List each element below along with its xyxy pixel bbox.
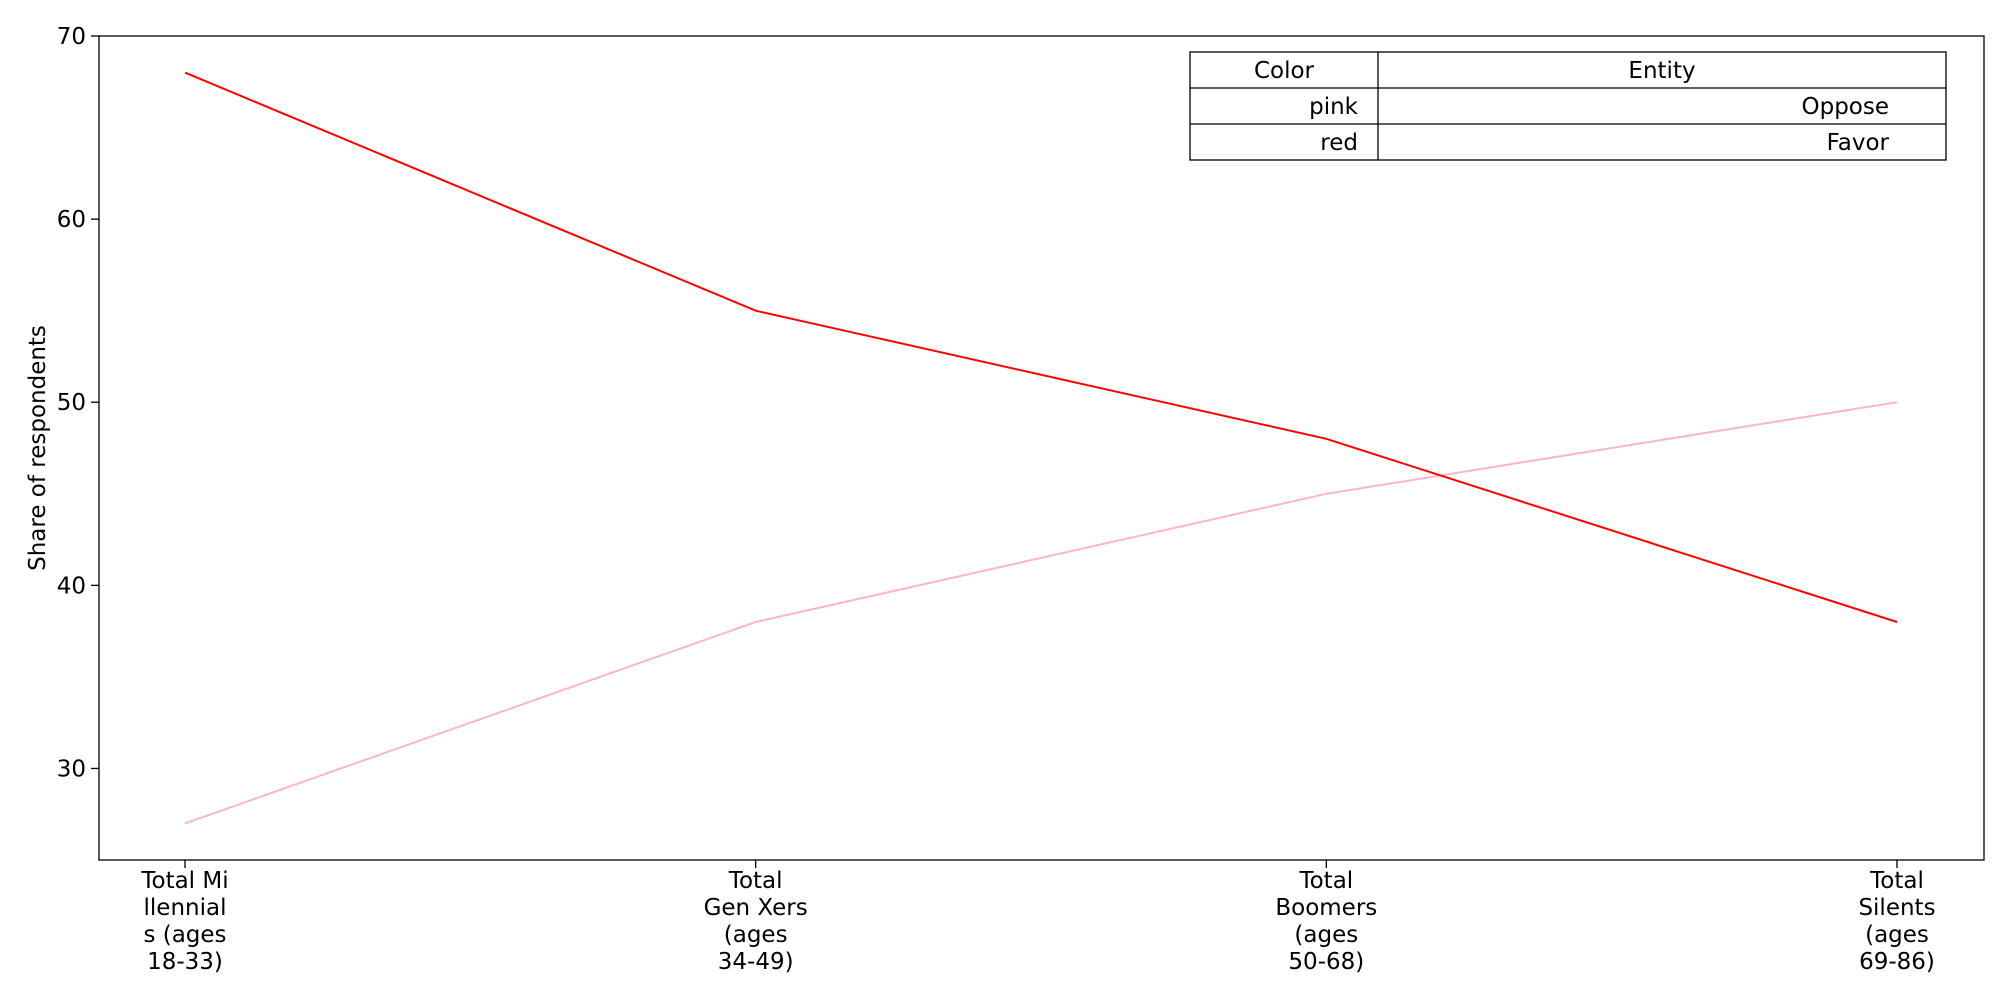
series-line-favor xyxy=(184,71,1898,623)
series-line-oppose xyxy=(184,401,1898,825)
x-tick-label-line: (ages xyxy=(724,922,788,948)
legend-color-cell: pink xyxy=(1309,94,1359,120)
x-tick-label-line: Total Mi xyxy=(140,868,228,894)
y-tick-label: 70 xyxy=(57,24,86,50)
legend-header-color: Color xyxy=(1254,58,1315,84)
y-tick-label: 50 xyxy=(57,390,86,416)
legend-table: Color Entity pink Oppose red Favor xyxy=(1189,51,1947,161)
y-tick-label: 30 xyxy=(57,756,86,782)
x-tick-label-line: 69-86) xyxy=(1859,949,1935,975)
x-tick-label-line: Total xyxy=(728,868,783,894)
legend-entity-cell: Oppose xyxy=(1801,94,1889,120)
legend-frame xyxy=(1189,51,1947,161)
x-tick-label-line: Gen Xers xyxy=(704,895,808,921)
x-tick-label-line: (ages xyxy=(1294,922,1358,948)
legend-color-cell: red xyxy=(1320,130,1358,156)
x-tick-label-line: 18-33) xyxy=(147,949,223,975)
series-layer xyxy=(184,71,1898,825)
plot-area-frame xyxy=(98,35,1985,861)
y-axis: 30 40 50 60 70 xyxy=(57,24,99,782)
x-tick-label-line: Total xyxy=(1869,868,1924,894)
x-tick-label-line: llennial xyxy=(144,895,227,921)
x-tick-label-line: (ages xyxy=(1865,922,1929,948)
legend-header-entity: Entity xyxy=(1628,58,1695,84)
x-tick-label-line: s (ages xyxy=(143,922,226,948)
y-tick-label: 60 xyxy=(57,207,86,233)
x-tick-label-line: 50-68) xyxy=(1288,949,1364,975)
x-tick-label-line: Total xyxy=(1298,868,1353,894)
y-tick-label: 40 xyxy=(57,573,86,599)
x-tick-label-line: Boomers xyxy=(1275,895,1377,921)
legend-entity-cell: Favor xyxy=(1827,130,1890,156)
y-axis-label: Share of respondents xyxy=(25,325,51,571)
x-tick-label-line: Silents xyxy=(1858,895,1935,921)
x-tick-label-line: 34-49) xyxy=(718,949,794,975)
